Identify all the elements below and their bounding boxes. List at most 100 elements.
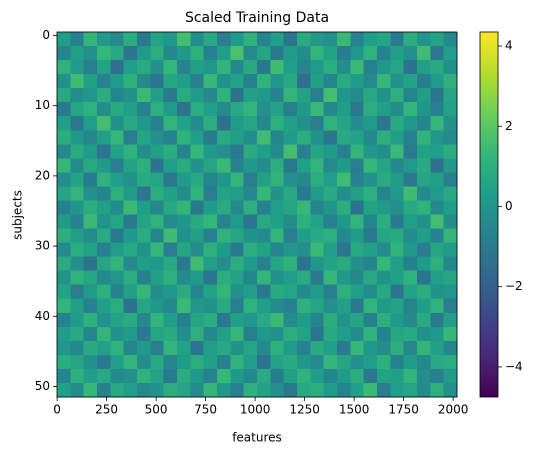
heat-cell — [337, 242, 351, 257]
heat-cell — [297, 172, 311, 187]
heat-cell — [403, 116, 418, 131]
heat-cell — [350, 228, 364, 243]
heat-cell — [177, 116, 191, 131]
heat-cell — [97, 32, 111, 47]
colorbar-tick-label: 0 — [505, 199, 513, 213]
heat-cell — [403, 270, 418, 285]
heat-cell — [97, 284, 111, 300]
heat-cell — [150, 74, 164, 89]
heat-cell — [177, 298, 191, 314]
heat-cell — [270, 158, 284, 173]
heat-cell — [70, 214, 84, 229]
heat-cell — [217, 340, 231, 356]
heat-cell — [217, 326, 231, 342]
heat-cell — [403, 32, 418, 47]
heat-cell — [310, 60, 324, 75]
heat-cell — [70, 60, 84, 75]
heat-cell — [163, 130, 178, 145]
heat-cell — [83, 130, 98, 145]
heat-cell — [177, 270, 191, 285]
heat-cell — [203, 382, 218, 398]
heat-cell — [243, 326, 258, 342]
heat-cell — [123, 186, 138, 201]
x-tick-label: 500 — [145, 403, 168, 417]
heat-cell — [123, 214, 138, 229]
heat-cell — [57, 340, 71, 356]
heat-cell — [243, 74, 258, 89]
heat-cell — [83, 298, 98, 314]
heat-cell — [417, 88, 431, 103]
heat-cell — [190, 256, 204, 271]
heat-cell — [323, 214, 338, 229]
heat-cell — [377, 382, 391, 398]
heat-cell — [403, 186, 418, 201]
heat-cell — [257, 340, 271, 356]
heat-cell — [350, 270, 364, 285]
heat-cell — [163, 256, 178, 271]
heat-cell — [190, 172, 204, 187]
heat-cell — [110, 256, 124, 271]
heat-cell — [323, 158, 338, 173]
heat-cell — [177, 340, 191, 356]
heat-cell — [150, 368, 164, 384]
heat-cell — [70, 186, 84, 201]
heat-cell — [137, 116, 151, 131]
heat-cell — [257, 228, 271, 243]
heat-cell — [323, 46, 338, 61]
heat-cell — [243, 186, 258, 201]
heat-cell — [323, 88, 338, 103]
heat-cell — [150, 60, 164, 75]
heat-cell — [83, 46, 98, 61]
heat-cell — [390, 172, 404, 187]
heat-cell — [283, 270, 298, 285]
colorbar-tick-label: 4 — [505, 39, 513, 53]
heat-cell — [323, 130, 338, 145]
heat-cell — [363, 46, 378, 61]
heat-cell — [377, 144, 391, 159]
heat-cell — [190, 326, 204, 342]
heat-cell — [377, 214, 391, 229]
heat-cell — [83, 284, 98, 300]
heat-cell — [270, 382, 284, 398]
heat-cell — [203, 284, 218, 300]
heat-cell — [243, 270, 258, 285]
heat-cell — [337, 116, 351, 131]
heat-cell — [123, 32, 138, 47]
colorbar-tick-label: 2 — [505, 119, 513, 133]
heat-cell — [283, 74, 298, 89]
heat-cell — [190, 214, 204, 229]
heat-cell — [110, 74, 124, 89]
heat-cell — [203, 200, 218, 215]
heat-cell — [377, 116, 391, 131]
heat-cell — [430, 172, 444, 187]
heat-cell — [190, 340, 204, 356]
heat-cell — [297, 284, 311, 300]
heat-cell — [137, 74, 151, 89]
heat-cell — [123, 298, 138, 314]
heat-cell — [83, 88, 98, 103]
heat-cell — [110, 284, 124, 300]
heat-cell — [110, 270, 124, 285]
heat-cell — [137, 102, 151, 117]
heat-cell — [310, 74, 324, 89]
heat-cell — [377, 270, 391, 285]
heat-cell — [203, 74, 218, 89]
heat-cell — [230, 144, 244, 159]
heat-cell — [297, 116, 311, 131]
heat-cell — [430, 256, 444, 271]
heat-cell — [57, 326, 71, 342]
heat-cell — [350, 102, 364, 117]
y-tick-label: 30 — [35, 239, 50, 253]
heat-cell — [57, 284, 71, 300]
x-tick-label: 1750 — [388, 403, 419, 417]
heat-cell — [430, 214, 444, 229]
heat-cell — [57, 130, 71, 145]
heat-cell — [137, 172, 151, 187]
heat-cell — [390, 88, 404, 103]
colorbar — [480, 32, 498, 397]
heat-cell — [230, 326, 244, 342]
heat-cell — [110, 298, 124, 314]
heat-cell — [97, 186, 111, 201]
heat-cell — [403, 60, 418, 75]
heat-cell — [70, 270, 84, 285]
